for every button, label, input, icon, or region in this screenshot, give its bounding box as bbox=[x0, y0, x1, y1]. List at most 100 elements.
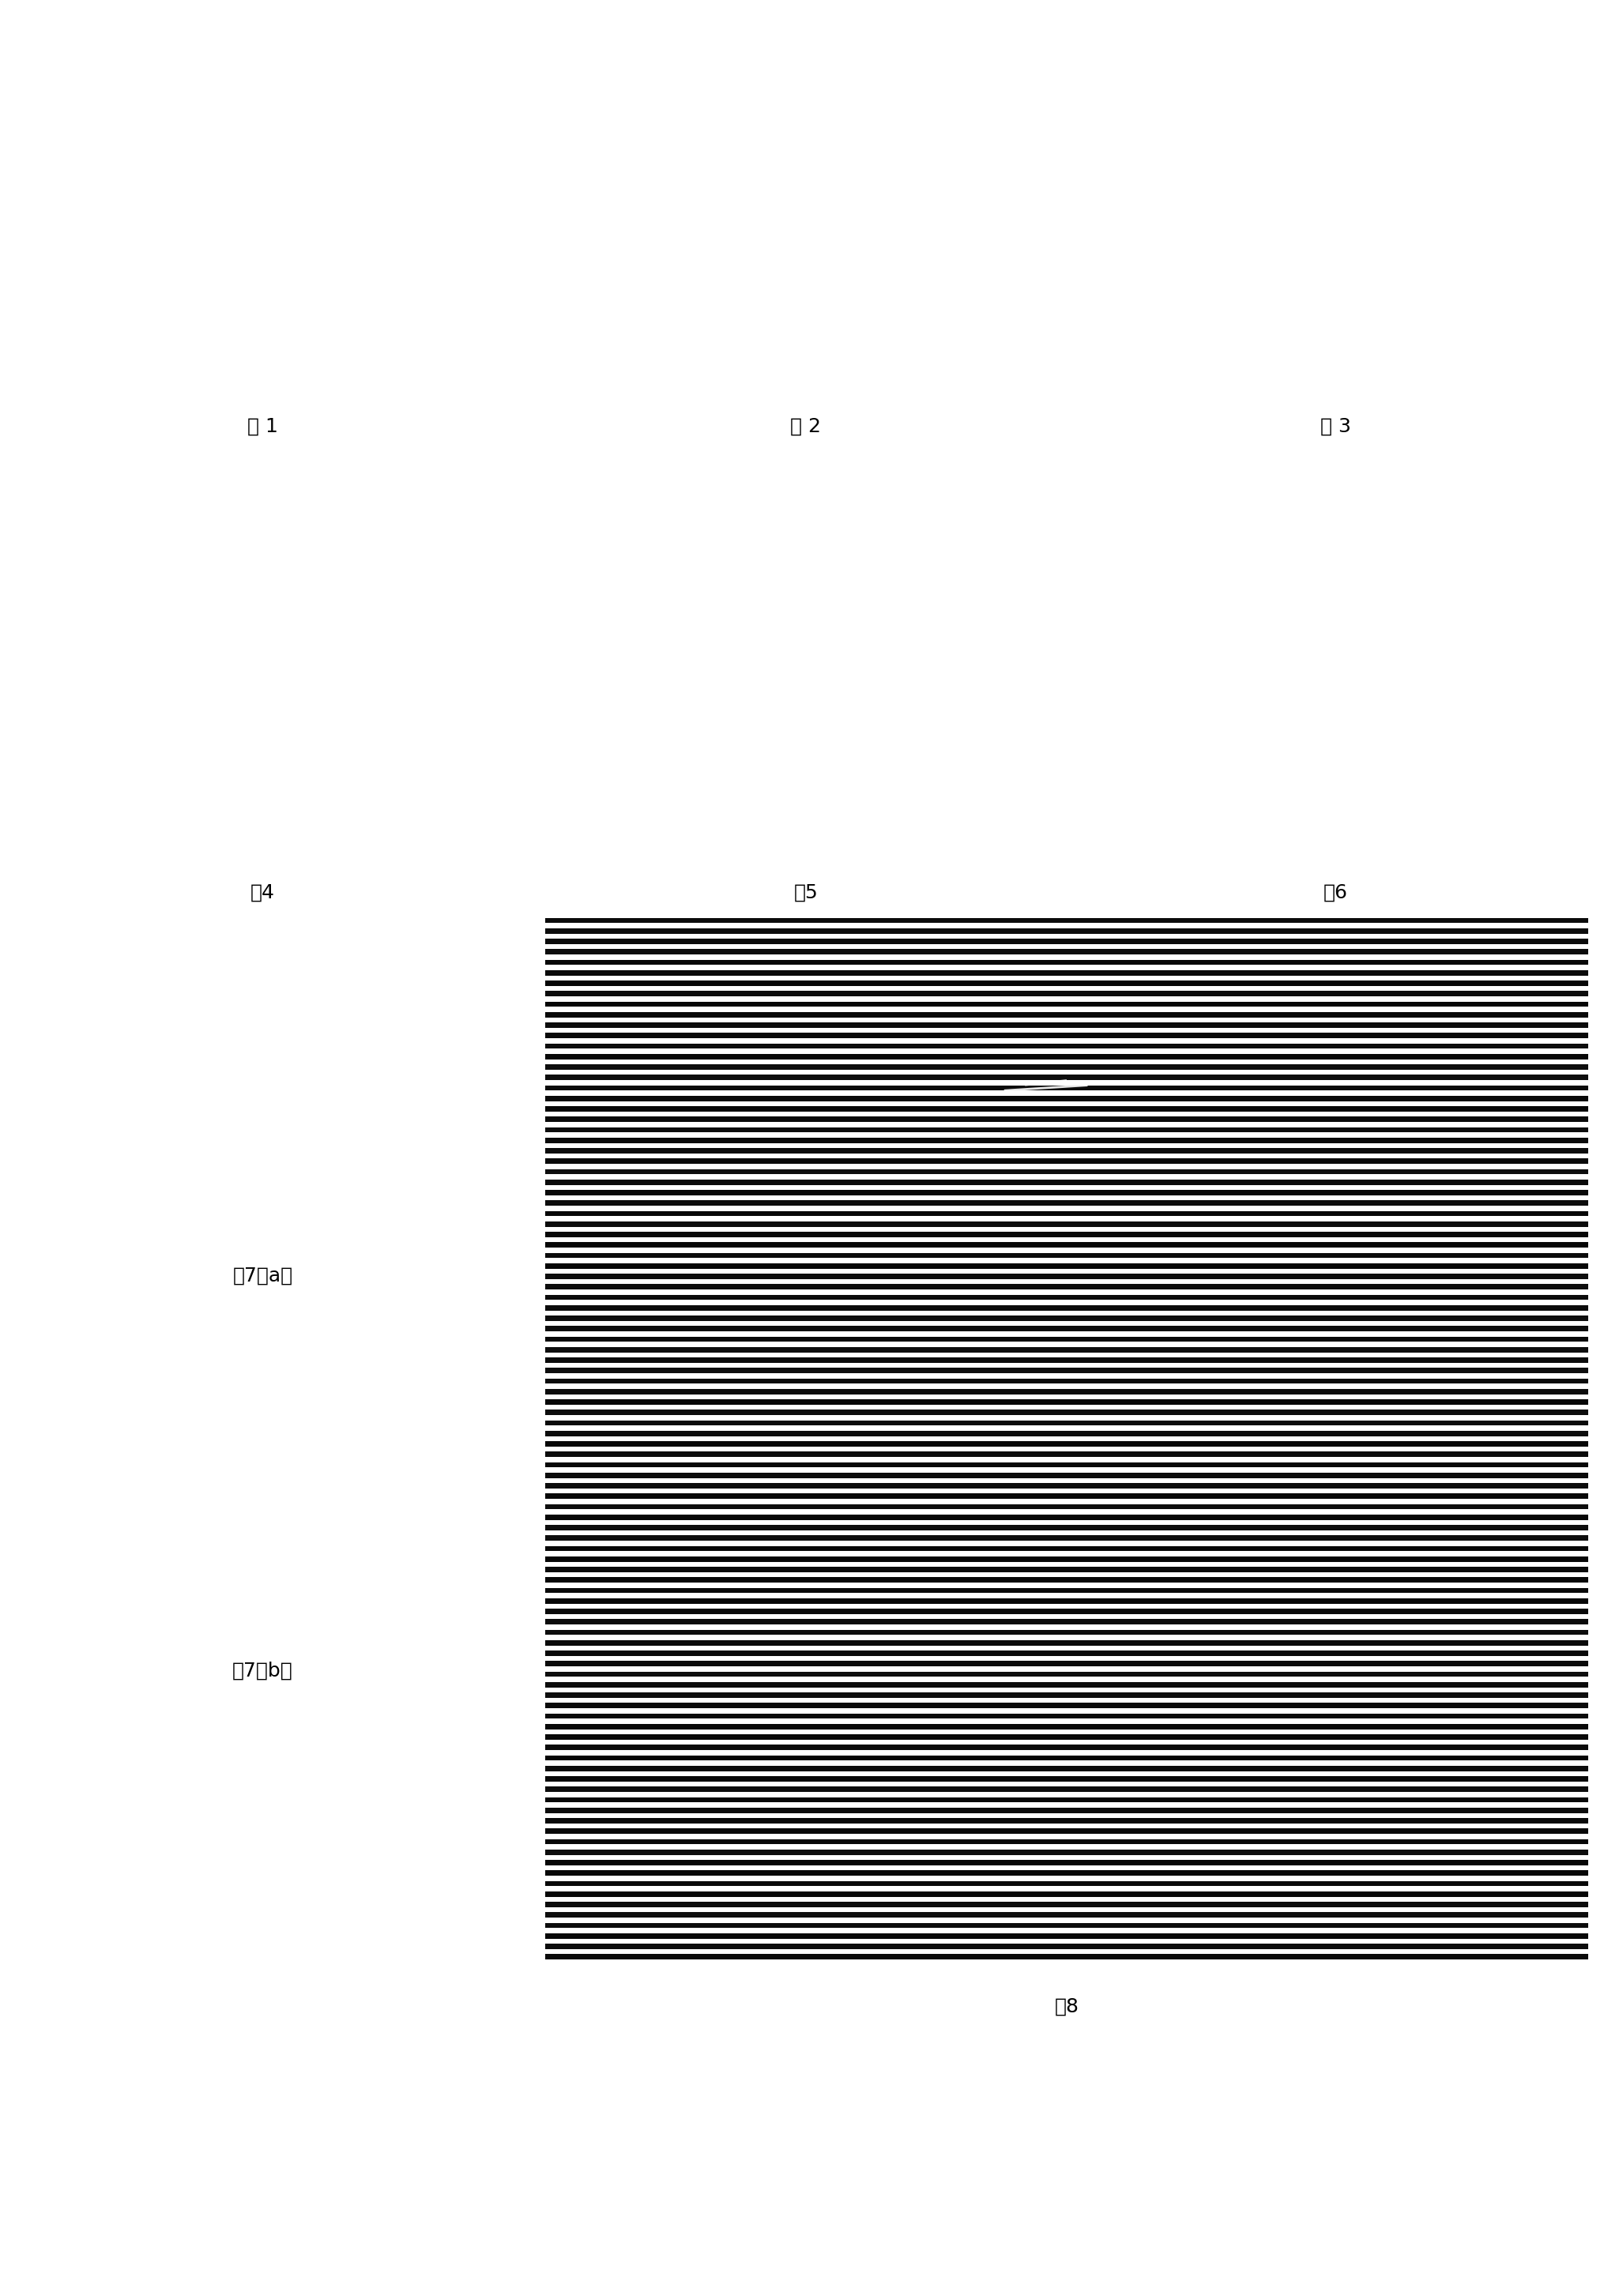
Bar bbox=[545, 1798, 1588, 1802]
Bar bbox=[545, 1013, 1588, 1017]
Bar bbox=[545, 1880, 1588, 1885]
Bar bbox=[545, 1733, 1588, 1740]
Bar bbox=[545, 1127, 1588, 1132]
Bar bbox=[545, 1933, 1588, 1938]
Text: 图8: 图8 bbox=[1054, 1998, 1079, 2016]
Bar bbox=[545, 1316, 1588, 1320]
Bar bbox=[545, 1922, 1588, 1929]
Text: 图 1: 图 1 bbox=[247, 418, 277, 436]
Bar bbox=[545, 1860, 1588, 1864]
Bar bbox=[545, 1159, 1588, 1164]
Bar bbox=[545, 1283, 1588, 1290]
Bar bbox=[545, 1954, 1588, 1958]
Bar bbox=[545, 1327, 1588, 1332]
Bar bbox=[545, 1828, 1588, 1835]
Bar bbox=[545, 1536, 1588, 1541]
Bar bbox=[545, 1242, 1588, 1247]
Bar bbox=[545, 1577, 1588, 1582]
Bar bbox=[545, 1704, 1588, 1708]
Text: 图6: 图6 bbox=[1323, 884, 1347, 902]
Bar bbox=[545, 1566, 1588, 1573]
Bar bbox=[545, 948, 1588, 955]
Bar bbox=[545, 1263, 1588, 1267]
Text: 图 2: 图 2 bbox=[791, 418, 821, 436]
Bar bbox=[545, 1818, 1588, 1823]
Bar bbox=[545, 1495, 1588, 1499]
Bar bbox=[545, 1233, 1588, 1238]
Bar bbox=[545, 1430, 1588, 1435]
Bar bbox=[545, 1745, 1588, 1750]
Bar bbox=[545, 1692, 1588, 1697]
Bar bbox=[545, 1754, 1588, 1761]
Bar bbox=[545, 1598, 1588, 1603]
Bar bbox=[545, 1304, 1588, 1311]
Bar bbox=[545, 980, 1588, 985]
Bar bbox=[545, 1033, 1588, 1038]
Bar bbox=[545, 1713, 1588, 1720]
Bar bbox=[545, 1357, 1588, 1364]
Bar bbox=[545, 1557, 1588, 1561]
Bar bbox=[545, 1189, 1588, 1196]
Bar bbox=[545, 1671, 1588, 1676]
Bar bbox=[545, 1410, 1588, 1414]
Bar bbox=[545, 1201, 1588, 1205]
Bar bbox=[545, 1137, 1588, 1143]
Bar bbox=[545, 1515, 1588, 1520]
Bar bbox=[545, 1221, 1588, 1226]
Bar bbox=[545, 1724, 1588, 1729]
Bar bbox=[545, 1348, 1588, 1352]
Bar bbox=[545, 1504, 1588, 1508]
Text: 图7（a）: 图7（a） bbox=[233, 1267, 294, 1286]
Bar bbox=[545, 1851, 1588, 1855]
Bar bbox=[545, 1483, 1588, 1488]
Bar bbox=[545, 1807, 1588, 1814]
Bar bbox=[545, 1901, 1588, 1908]
Bar bbox=[545, 1545, 1588, 1552]
Bar bbox=[545, 1116, 1588, 1123]
Bar bbox=[545, 1054, 1588, 1058]
Bar bbox=[545, 1777, 1588, 1782]
Bar bbox=[545, 992, 1588, 996]
Bar bbox=[545, 1651, 1588, 1655]
Bar bbox=[545, 1839, 1588, 1844]
Bar bbox=[545, 1421, 1588, 1426]
Bar bbox=[545, 918, 1588, 923]
Bar bbox=[545, 1086, 1588, 1091]
Bar bbox=[545, 1095, 1588, 1102]
Bar bbox=[545, 1107, 1588, 1111]
Bar bbox=[545, 1630, 1588, 1635]
Bar bbox=[545, 1180, 1588, 1185]
Bar bbox=[545, 1274, 1588, 1279]
Bar bbox=[545, 1871, 1588, 1876]
Bar bbox=[545, 1451, 1588, 1458]
Bar bbox=[545, 1619, 1588, 1626]
Bar bbox=[545, 1075, 1588, 1079]
Bar bbox=[545, 1042, 1588, 1049]
Bar bbox=[545, 1892, 1588, 1896]
Bar bbox=[545, 1766, 1588, 1770]
Bar bbox=[545, 1336, 1588, 1341]
Bar bbox=[545, 1945, 1588, 1949]
Bar bbox=[545, 1472, 1588, 1479]
Bar bbox=[545, 1463, 1588, 1467]
Bar bbox=[545, 1639, 1588, 1646]
Bar bbox=[545, 1295, 1588, 1300]
Bar bbox=[545, 1683, 1588, 1688]
Bar bbox=[545, 939, 1588, 944]
Bar bbox=[545, 1913, 1588, 1917]
Bar bbox=[545, 1589, 1588, 1593]
Bar bbox=[545, 1254, 1588, 1258]
Bar bbox=[545, 971, 1588, 976]
Bar bbox=[545, 1210, 1588, 1217]
Bar bbox=[545, 1786, 1588, 1791]
Text: 图5: 图5 bbox=[794, 884, 818, 902]
Bar bbox=[545, 1065, 1588, 1070]
Bar bbox=[545, 1169, 1588, 1173]
Bar bbox=[545, 1398, 1588, 1405]
Text: 图7（b）: 图7（b） bbox=[233, 1662, 294, 1681]
Bar bbox=[545, 1001, 1588, 1006]
Bar bbox=[545, 1660, 1588, 1667]
Bar bbox=[545, 1022, 1588, 1029]
Bar bbox=[545, 1389, 1588, 1394]
Bar bbox=[545, 1148, 1588, 1153]
